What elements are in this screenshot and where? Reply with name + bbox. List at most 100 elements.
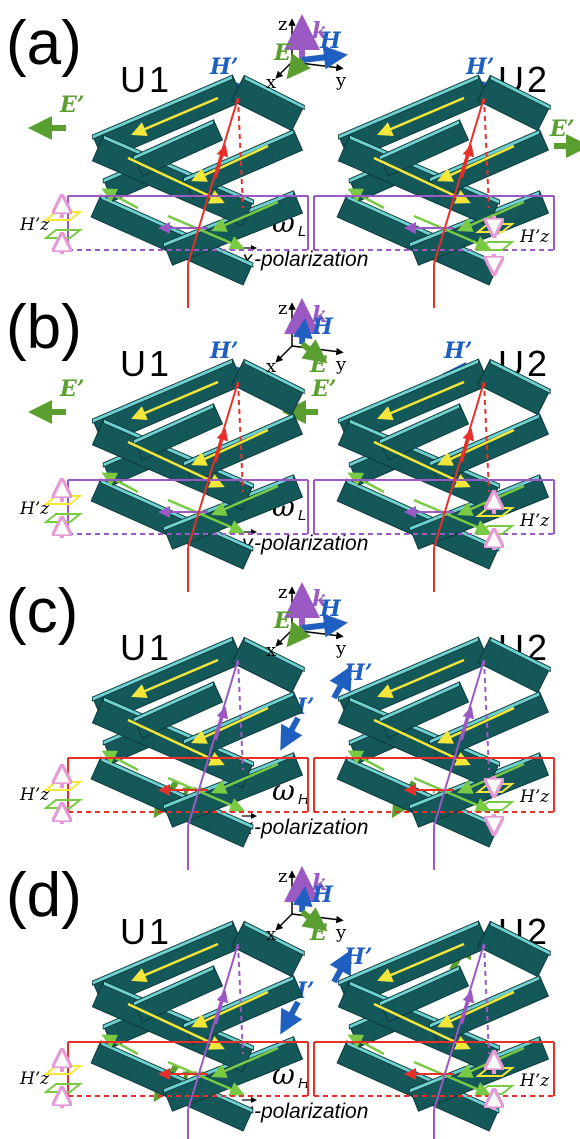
- cross-line: [237, 381, 244, 493]
- cross-line: [433, 97, 485, 265]
- k-label: k: [312, 586, 327, 612]
- current-arrow-green: [413, 776, 491, 812]
- hz-loop-icon: H’z: [475, 500, 550, 550]
- current-arrow-green: [347, 188, 385, 210]
- current-arrow-yellow: [377, 96, 465, 136]
- current-arrow-yellow: [191, 428, 269, 466]
- hprime-left-label: H’: [209, 54, 238, 80]
- k-label: k: [312, 870, 327, 896]
- hz-loop-icon: H’z: [19, 774, 83, 824]
- hz-loop-yellow: [475, 507, 515, 517]
- upper-bar-top-edge: [92, 74, 233, 140]
- hz-loop-green: [475, 801, 515, 811]
- current-arrow-green: [101, 188, 139, 210]
- upper-bar-inner-edge: [379, 965, 460, 1007]
- h-vector: [301, 613, 348, 638]
- structure-left: [67, 74, 309, 308]
- upper-bar-top-edge: [92, 358, 233, 424]
- y-axis-label: y: [335, 70, 347, 91]
- upper-bar-right-edge: [243, 74, 305, 111]
- polarization-label: -polarization: [254, 532, 368, 555]
- upper-bar-right-edge: [489, 74, 551, 111]
- hz-loop-yellow: [43, 1065, 83, 1075]
- h-label: H: [311, 882, 334, 908]
- hz-loop-icon: H’z: [475, 216, 550, 266]
- current-arrow-green: [167, 776, 245, 812]
- current-arrow-green: [413, 214, 491, 250]
- cross-line: [433, 659, 485, 827]
- hz-label: H’z: [19, 215, 50, 235]
- current-arrow-yellow: [373, 1002, 471, 1050]
- upper-bar-inner-edge: [133, 119, 214, 161]
- polarization-label: -polarization: [254, 816, 368, 839]
- z-axis-label: z: [278, 866, 287, 887]
- h-label: H: [319, 28, 342, 54]
- e-vector: [286, 53, 311, 80]
- y-axis-label: y: [335, 638, 347, 659]
- hz-label: H’z: [19, 785, 50, 805]
- hprime-left-label: H’: [209, 338, 238, 364]
- cross-line: [187, 943, 239, 1111]
- hz-loop-icon: H’z: [19, 1058, 83, 1108]
- k-label: k: [312, 302, 327, 328]
- hz-label: H’z: [519, 227, 550, 247]
- current-arrow-yellow: [377, 380, 465, 420]
- structure-right: [313, 636, 555, 870]
- hz-label: H’z: [519, 1071, 550, 1091]
- cross-arrow: [215, 990, 229, 1025]
- upper-bar-top-edge: [338, 358, 479, 424]
- current-arrow-green: [167, 214, 245, 250]
- h-vector: [292, 318, 313, 345]
- hz-loop-green: [43, 513, 83, 523]
- hz-label: H’z: [19, 1069, 50, 1089]
- hprime-right-label: H’: [443, 338, 472, 364]
- structure-right: [313, 920, 555, 1139]
- current-arrow-green: [211, 1046, 279, 1078]
- upper-bar-inner-2-edge: [429, 413, 541, 467]
- cross-line: [237, 97, 244, 209]
- current-arrow-yellow: [127, 718, 225, 766]
- cross-arrow: [215, 706, 229, 741]
- hz-loop-green: [43, 229, 83, 239]
- hz-label: H’z: [519, 511, 550, 531]
- e-label: E: [309, 352, 328, 378]
- hz-loop-icon: H’z: [475, 776, 550, 826]
- hz-loop-green: [475, 241, 515, 251]
- omega-subscript: H: [298, 1075, 309, 1092]
- h-vector: [292, 886, 313, 913]
- upper-bar-inner-edge: [379, 403, 460, 445]
- unit-label-left: U 1: [120, 59, 169, 100]
- current-arrow-yellow: [191, 706, 269, 744]
- hz-loop-yellow: [43, 211, 83, 221]
- current-arrow-yellow: [437, 706, 515, 744]
- cross-line: [237, 659, 244, 771]
- omega-subscript: L: [298, 223, 306, 240]
- hz-loop-yellow: [475, 1067, 515, 1077]
- current-arrow-green: [211, 762, 279, 794]
- upper-bar-inner-2-edge: [429, 975, 541, 1029]
- hz-loop-green: [475, 525, 515, 535]
- upper-bar-inner-2-edge: [429, 129, 541, 183]
- eprime-right-label: E’: [549, 116, 574, 142]
- hz-loop-icon: H’z: [19, 204, 83, 254]
- cross-line: [187, 381, 239, 549]
- upper-bar-top-edge: [338, 636, 479, 702]
- x-axis-label: x: [266, 640, 276, 661]
- current-arrow-green: [413, 1060, 491, 1096]
- hz-loop-icon: H’z: [19, 488, 83, 538]
- omega-subscript: L: [298, 507, 306, 524]
- upper-bar-inner-2-edge: [183, 129, 295, 183]
- cross-line: [483, 943, 490, 1055]
- e-label: E: [309, 920, 328, 946]
- hz-label: H’z: [19, 499, 50, 519]
- cross-line: [187, 97, 239, 265]
- cross-arrow: [461, 144, 475, 179]
- hz-loop-yellow: [43, 495, 83, 505]
- current-arrow-green: [457, 200, 525, 232]
